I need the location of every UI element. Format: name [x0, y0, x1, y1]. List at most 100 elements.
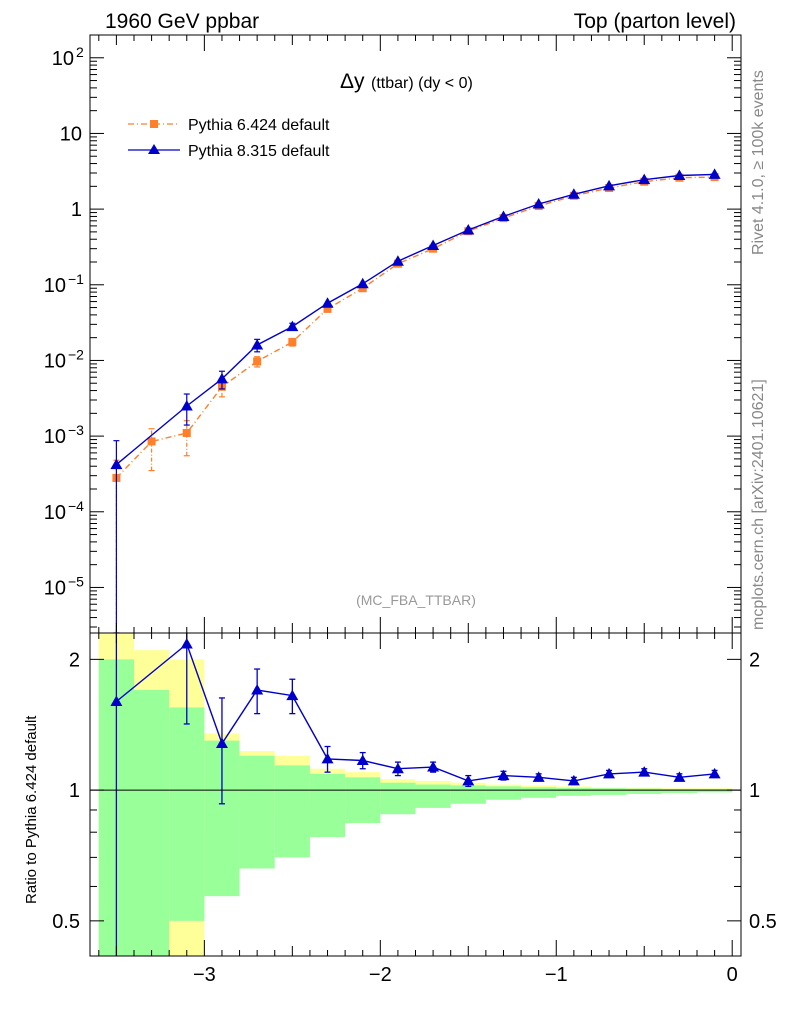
lower-y-tick-label-left: 0.5 — [52, 911, 80, 933]
ratio-marker-pythia8 — [391, 762, 404, 774]
plot-title: Δy — [340, 70, 365, 93]
marker-pythia6 — [253, 357, 262, 366]
marker-pythia8 — [532, 197, 545, 209]
marker-pythia8 — [708, 168, 721, 179]
upper-y-tick-label: 1 — [71, 199, 82, 221]
band-green — [450, 785, 486, 804]
x-tick-label: −1 — [545, 964, 568, 986]
ratio-marker-pythia8 — [251, 684, 264, 695]
lower-y-tick-label-right: 1 — [749, 780, 760, 802]
rivet-label: Rivet 4.1.0, ≥ 100k events — [750, 70, 767, 255]
band-green — [697, 788, 733, 793]
upper-y-tick-label: 10 — [44, 577, 66, 599]
ratio-marker-pythia8 — [603, 767, 616, 779]
upper-y-tick-label: 10 — [44, 426, 66, 448]
lower-series-layer — [110, 633, 721, 956]
ratio-marker-pythia8 — [708, 767, 721, 779]
marker-pythia8 — [673, 169, 686, 181]
band-green — [556, 787, 592, 796]
header-left: 1960 GeV ppbar — [105, 10, 259, 33]
upper-y-tick-exponent: 2 — [76, 44, 84, 60]
ratio-marker-pythia8 — [497, 769, 510, 781]
lower-bands-layer — [98, 633, 733, 956]
marker-pythia8 — [427, 239, 440, 251]
lower-y-tick-label-right: 0.5 — [749, 911, 777, 933]
x-tick-label: −3 — [193, 964, 216, 986]
lower-axis-layer: 0.5 0.5 1 1 2 2 −3 −2 −1 0 — [52, 633, 777, 986]
legend-entry-pythia6: Pythia 6.424 default — [128, 117, 330, 134]
ratio-marker-pythia8 — [215, 737, 228, 749]
marker-pythia8 — [110, 458, 123, 470]
upper-y-tick-exponent: −4 — [68, 498, 84, 514]
marker-pythia8 — [567, 188, 580, 199]
header-right: Top (parton level) — [574, 10, 736, 33]
series-line-pythia8 — [115, 173, 715, 466]
lower-panel: 0.5 0.5 1 1 2 2 −3 −2 −1 0 Ratio to Pythia 6.424 … — [23, 632, 777, 986]
band-green — [274, 765, 310, 858]
legend-marker-pythia6 — [150, 120, 158, 128]
marker-pythia8 — [321, 297, 334, 308]
band-green — [485, 786, 522, 800]
ratio-marker-pythia8 — [321, 752, 334, 764]
band-green — [521, 787, 557, 798]
band-green — [169, 707, 205, 921]
legend-label-pythia8: Pythia 8.315 default — [188, 143, 330, 160]
ratio-marker-pythia8 — [286, 689, 299, 701]
lower-y-tick-label-right: 2 — [749, 649, 760, 671]
marker-pythia8 — [638, 173, 651, 185]
ratio-marker-pythia8 — [180, 637, 193, 649]
ratio-marker-pythia8 — [673, 771, 686, 782]
mcplots-label: mcplots.cern.ch [arXiv:2401.10621] — [750, 379, 767, 630]
marker-pythia8 — [215, 372, 228, 384]
upper-y-tick-label: 10 — [44, 275, 66, 297]
marker-pythia6 — [323, 304, 332, 313]
marker-pythia8 — [462, 223, 475, 235]
legend-label-pythia6: Pythia 6.424 default — [188, 117, 330, 134]
ratio-marker-pythia8 — [638, 766, 651, 777]
watermark: (MC_FBA_TTBAR) — [356, 592, 476, 608]
marker-pythia8 — [497, 210, 510, 221]
ratio-marker-pythia8 — [110, 695, 123, 706]
ratio-marker-pythia8 — [462, 774, 475, 786]
upper-y-tick-exponent: −1 — [68, 271, 84, 287]
legend-marker-pythia8 — [148, 144, 160, 154]
upper-y-tick-label: 10 — [44, 502, 66, 524]
band-green — [661, 788, 698, 793]
x-tick-label: −2 — [369, 964, 392, 986]
band-green — [345, 777, 381, 823]
lower-frame — [89, 632, 742, 957]
lower-y-tick-label-left: 1 — [69, 780, 80, 802]
band-green — [626, 788, 662, 794]
band-green — [415, 784, 451, 808]
ratio-marker-pythia8 — [567, 774, 580, 786]
lower-y-tick-label-left: 2 — [69, 649, 80, 671]
marker-pythia8 — [603, 179, 616, 191]
upper-y-tick-exponent: −2 — [68, 346, 84, 362]
legend: Pythia 6.424 default Pythia 8.315 defaul… — [128, 117, 330, 160]
ratio-ylabel: Ratio to Pythia 6.424 default — [23, 715, 40, 904]
upper-y-tick-label: 10 — [44, 350, 66, 372]
band-green — [591, 788, 627, 795]
marker-pythia8 — [286, 320, 299, 332]
marker-pythia6 — [288, 338, 297, 347]
marker-pythia8 — [356, 277, 369, 289]
band-green — [239, 755, 275, 869]
series-line-pythia6 — [115, 176, 715, 479]
legend-entry-pythia8: Pythia 8.315 default — [128, 143, 330, 160]
ratio-marker-pythia8 — [532, 771, 545, 782]
x-tick-label: 0 — [727, 964, 738, 986]
upper-series-layer — [110, 168, 721, 634]
upper-y-tick-exponent: −3 — [68, 422, 84, 438]
marker-pythia8 — [251, 338, 264, 350]
band-green — [133, 690, 170, 956]
marker-pythia6 — [182, 428, 191, 437]
band-green — [380, 782, 416, 815]
plot-subtitle: (ttbar) (dy < 0) — [371, 75, 473, 92]
band-green — [309, 773, 346, 837]
ratio-marker-pythia8 — [427, 761, 440, 772]
upper-y-tick-label: 10 — [60, 123, 82, 145]
upper-y-tick-label: 10 — [52, 48, 74, 70]
